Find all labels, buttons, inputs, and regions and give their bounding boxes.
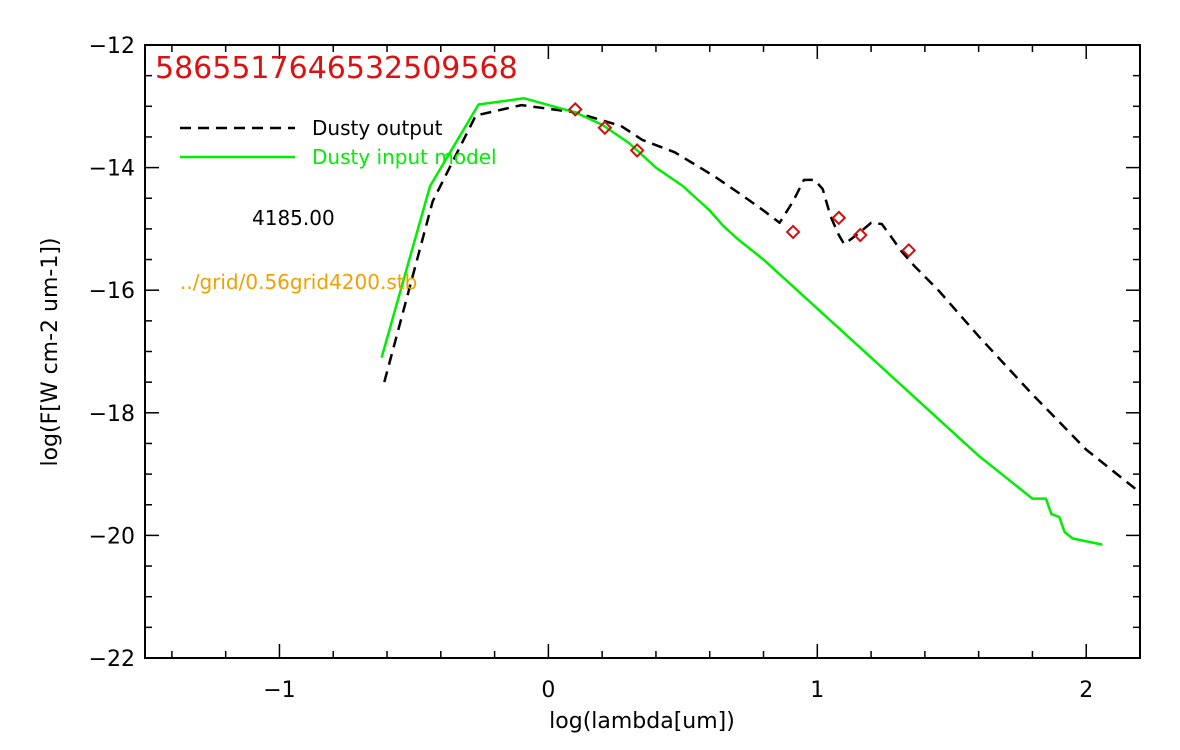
- data-point-diamond: [567, 101, 583, 117]
- data-point-diamond: [852, 227, 868, 243]
- temperature-label: 4185.00: [252, 206, 335, 230]
- legend-dashed-label: Dusty output: [312, 116, 443, 140]
- grid-file-label: ../grid/0.56grid4200.stb: [180, 270, 417, 294]
- plot-content: [380, 97, 1141, 546]
- y-tick-label: −22: [89, 647, 135, 672]
- y-tick-label: −18: [89, 402, 135, 427]
- legend-solid-label: Dusty input model: [312, 145, 497, 169]
- x-tick-label: 0: [541, 678, 555, 703]
- object-id-title: 5865517646532509568: [155, 51, 518, 86]
- data-point-diamond: [597, 120, 613, 136]
- y-tick-label: −20: [89, 524, 135, 549]
- plot-frame: [144, 44, 1141, 659]
- data-point-diamond: [901, 242, 917, 258]
- y-tick-label: −12: [89, 34, 135, 59]
- axes: −1 0 1 2 −22 −20 −18 −16 −14 −12: [89, 34, 1141, 703]
- x-tick-label: −1: [263, 678, 295, 703]
- y-tick-label: −14: [89, 157, 135, 182]
- data-point-diamond: [831, 210, 847, 226]
- x-tick-label: 1: [810, 678, 824, 703]
- data-point-diamond: [785, 224, 801, 240]
- data-point-diamond: [629, 143, 645, 158]
- x-axis-label: log(lambda[um]): [549, 709, 735, 734]
- y-axis-label: log(F[W cm-2 um-1]): [38, 237, 63, 466]
- x-tick-label: 2: [1079, 678, 1093, 703]
- series-line-dusty-input-model: [380, 97, 1103, 546]
- series-line-dusty-output: [383, 103, 1141, 494]
- y-tick-label: −16: [89, 279, 135, 304]
